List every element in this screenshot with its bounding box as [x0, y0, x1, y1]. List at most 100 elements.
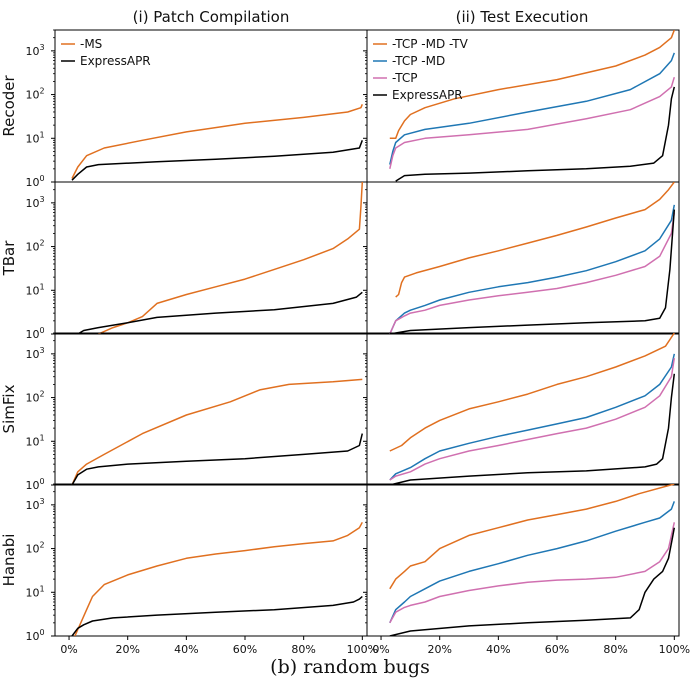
x-tick-label: 100% [347, 643, 378, 656]
y-ticks: 100 101 102 103 [25, 332, 55, 492]
panel-hanabi-ii-test-execution [363, 483, 680, 637]
series-line-expressapr [77, 291, 363, 334]
series-lines [389, 30, 676, 182]
x-tick-label: 0% [60, 643, 77, 656]
series-line-tcp [389, 522, 676, 624]
x-tick-label: 60% [233, 643, 257, 656]
x-tick-label: 0% [372, 643, 389, 656]
series-lines [71, 521, 363, 636]
x-tick-label: 40% [174, 643, 198, 656]
y-tick-label: 102 [25, 87, 44, 102]
series-line-expressapr [395, 86, 676, 182]
series-lines [389, 484, 676, 636]
panel-frame [366, 483, 680, 637]
x-tick-label: 20% [115, 643, 139, 656]
row-label-tbar: TBar [0, 240, 18, 277]
series-line-tcp-md-tv [389, 30, 676, 140]
series-line-tcp [389, 212, 676, 334]
panel-recoder-ii-test-execution: -TCP -MD -TV -TCP -MD -TCP ExpressAPR [363, 29, 680, 183]
series-line-expressapr [71, 140, 364, 181]
panel-frame [54, 332, 368, 486]
series-lines [389, 333, 676, 485]
y-tick-label: 100 [25, 174, 44, 189]
series-lines [71, 104, 364, 181]
legend-label-expressapr: ExpressAPR [80, 54, 151, 68]
y-tick-label: 103 [25, 195, 44, 210]
legend-label-tcp-md: -TCP -MD [392, 54, 445, 68]
y-tick-label: 101 [25, 433, 44, 448]
y-tick-label: 101 [25, 130, 44, 145]
x-tick-label: 40% [486, 643, 510, 656]
series-line-ms [71, 104, 363, 179]
series-line-expressapr [389, 527, 676, 636]
panel-simfix-i-patch-compilation: 100 101 102 103 [25, 332, 368, 492]
y-tick-label: 101 [25, 282, 44, 297]
y-tick-label: 103 [25, 497, 44, 512]
y-tick-label: 103 [25, 346, 44, 361]
y-tick-label: 100 [25, 628, 44, 643]
x-axis-ticks-group: 0% 20% 40% 60% 80% 100%0% 20% 40% 60% 80% 100% [60, 636, 690, 656]
series-line-expressapr [389, 373, 676, 485]
panel-hanabi-i-patch-compilation: 100 101 102 103 [25, 483, 368, 643]
x-tick-label: 80% [603, 643, 627, 656]
y-ticks [363, 29, 367, 183]
series-line-expressapr [389, 209, 676, 334]
column-title-test-execution: (ii) Test Execution [456, 8, 589, 26]
row-label-hanabi: Hanabi [0, 534, 18, 587]
y-ticks [363, 181, 367, 335]
y-ticks [363, 483, 367, 637]
y-tick-label: 102 [25, 541, 44, 556]
series-line-expressapr [71, 433, 364, 485]
y-tick-label: 101 [25, 584, 44, 599]
y-ticks [363, 332, 367, 486]
y-ticks: 100 101 102 103 [25, 29, 55, 189]
series-line-ms [71, 378, 363, 485]
figure-caption: (b) random bugs [270, 656, 430, 678]
legend-label-tcp: -TCP [392, 71, 417, 85]
series-line-tcp-md [389, 52, 676, 165]
row-label-simfix: SimFix [0, 384, 18, 433]
panel-frame [366, 181, 680, 335]
series-lines [71, 378, 364, 485]
series-line-ms [98, 182, 364, 334]
panel-frame [366, 332, 680, 486]
y-ticks: 100 101 102 103 [25, 483, 55, 643]
series-line-tcp-md-tv [389, 484, 675, 590]
x-tick-label: 20% [427, 643, 451, 656]
panel-frame [54, 181, 368, 335]
y-tick-label: 102 [25, 390, 44, 405]
x-tick-label: 60% [545, 643, 569, 656]
y-tick-label: 100 [25, 477, 44, 492]
panel-tbar-i-patch-compilation: 100 101 102 103 [25, 181, 368, 341]
legend-label-ms: -MS [80, 37, 102, 51]
series-line-ms [74, 521, 363, 636]
series-line-tcp-md-tv [395, 182, 675, 298]
panel-simfix-ii-test-execution [363, 332, 680, 486]
series-line-tcp-md-tv [389, 333, 675, 452]
x-tick-label: 100% [659, 643, 690, 656]
series-lines [77, 182, 364, 334]
legend-label-tcp-md-tv: -TCP -MD -TV [392, 37, 469, 51]
series-lines [389, 182, 676, 334]
series-line-tcp [389, 357, 676, 481]
row-labels-group: Recoder TBar SimFix Hanabi [0, 75, 18, 587]
column-title-patch-compilation: (i) Patch Compilation [133, 8, 290, 26]
y-ticks: 100 101 102 103 [25, 181, 55, 341]
legend: -MS ExpressAPR [61, 37, 151, 68]
y-tick-label: 103 [25, 43, 44, 58]
series-line-tcp-md [389, 353, 676, 481]
y-tick-label: 100 [25, 326, 44, 341]
panel-recoder-i-patch-compilation: 100 101 102 103 -MS ExpressAPR [25, 29, 368, 189]
legend-label-expressapr: ExpressAPR [392, 88, 463, 102]
panel-frame [366, 29, 680, 183]
x-tick-label: 80% [291, 643, 315, 656]
legend: -TCP -MD -TV -TCP -MD -TCP ExpressAPR [373, 37, 469, 102]
series-line-tcp-md [389, 501, 676, 624]
series-line-expressapr [71, 595, 363, 636]
panel-frame [54, 483, 368, 637]
panel-tbar-ii-test-execution [363, 181, 680, 335]
series-line-tcp [389, 76, 676, 169]
row-label-recoder: Recoder [0, 75, 18, 137]
